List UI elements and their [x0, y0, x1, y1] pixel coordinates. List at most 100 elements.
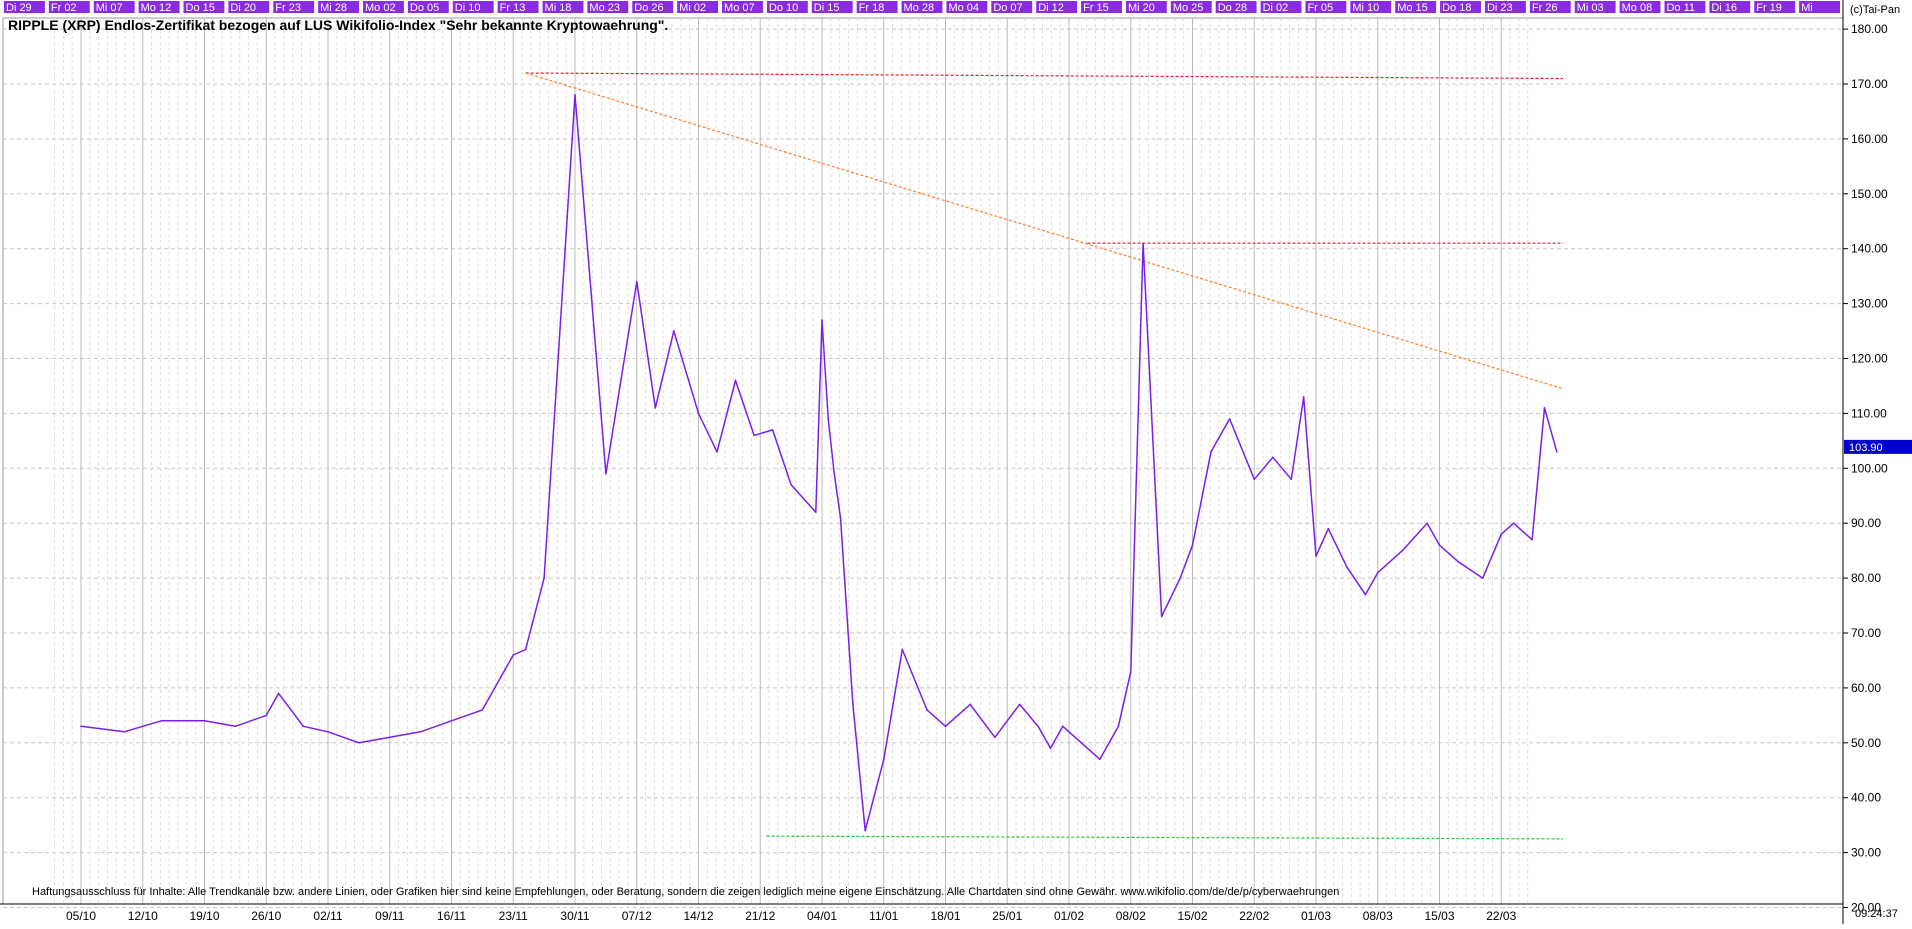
price-point: [926, 709, 928, 711]
x-tick-label: 01/02: [1054, 909, 1084, 923]
price-point: [1049, 747, 1052, 750]
date-tab-label: Mi 18: [545, 2, 572, 14]
price-point: [852, 703, 854, 706]
date-tab-label: Fr 13: [500, 2, 526, 14]
disclaimer-text: Haftungsausschluss für Inhalte: Alle Tre…: [32, 886, 1339, 898]
x-tick-label: 21/12: [745, 909, 775, 923]
x-tick-label: 19/10: [189, 909, 219, 923]
date-tab: [856, 1, 898, 13]
price-point: [302, 725, 305, 728]
y-tick-label: 170.00: [1851, 77, 1888, 91]
x-tick-label: 07/12: [622, 909, 652, 923]
price-point: [790, 483, 792, 486]
date-tab: [1395, 1, 1437, 13]
price-point: [123, 731, 126, 733]
y-tick-label: 120.00: [1851, 352, 1888, 366]
x-tick-label: 14/12: [683, 909, 713, 923]
y-tick-label: 100.00: [1851, 461, 1888, 475]
price-point: [1062, 725, 1064, 728]
date-tab: [1529, 1, 1571, 13]
price-point: [1327, 527, 1330, 530]
price-point: [574, 94, 576, 96]
date-tab: [138, 1, 180, 13]
price-point: [1376, 571, 1379, 574]
last-price-label: 103.90: [1849, 442, 1883, 454]
date-tab-bar: Di 29 Fr 02 Mi 07 Mo 12 Do 15 Di 20 Fr 23 Mi 28…: [4, 1, 1840, 14]
date-tab: [1260, 1, 1302, 13]
price-point: [481, 709, 484, 711]
y-tick-label: 70.00: [1851, 626, 1881, 640]
x-tick-label: 30/11: [560, 909, 589, 923]
date-tab: [677, 1, 719, 13]
price-point: [1179, 577, 1181, 579]
x-tick-label: 23/11: [499, 909, 528, 923]
date-tab-label: Do 11: [1666, 2, 1695, 14]
price-point: [327, 731, 329, 733]
date-tab-label: Di 29: [6, 2, 32, 14]
price-point: [1556, 451, 1558, 453]
date-tab-label: Di 15: [814, 2, 840, 14]
price-point: [635, 280, 638, 283]
price-point: [1457, 560, 1459, 563]
price-point: [994, 736, 996, 739]
x-tick-label: 01/03: [1301, 909, 1331, 923]
price-point: [388, 736, 391, 739]
date-tab: [901, 1, 943, 13]
date-tab-label: Fr 23: [275, 2, 301, 14]
date-tab: [1709, 1, 1751, 13]
date-tab-label: Fr 15: [1083, 2, 1109, 14]
price-point: [1438, 544, 1441, 546]
date-tab-label: Mo 23: [589, 2, 620, 14]
date-tab-label: Mi: [1801, 2, 1813, 14]
price-point: [500, 676, 502, 678]
date-tab-label: Do 07: [993, 2, 1022, 14]
date-tab-label: Di 02: [1263, 2, 1289, 14]
price-point: [419, 731, 422, 733]
date-tab-label: Di 12: [1038, 2, 1064, 14]
date-tab: [1081, 1, 1122, 13]
date-tab: [93, 1, 135, 13]
price-point: [1500, 533, 1503, 535]
date-tab-label: Mo 12: [141, 2, 172, 14]
date-tab: [228, 1, 270, 13]
date-tab-label: Fr 19: [1756, 2, 1782, 14]
price-point: [1271, 456, 1274, 459]
date-tab-label: Mi 02: [679, 2, 706, 14]
price-point: [1426, 522, 1428, 524]
price-point: [716, 451, 718, 453]
date-tab-label: Di 20: [230, 2, 256, 14]
price-point: [512, 654, 515, 656]
date-tab: [1799, 1, 1840, 13]
price-point: [697, 412, 700, 415]
y-tick-label: 80.00: [1851, 571, 1881, 585]
price-point: [234, 725, 237, 728]
date-tab: [1215, 1, 1257, 13]
date-tab: [363, 1, 404, 13]
date-tab-label: Di 23: [1487, 2, 1513, 14]
price-point: [1037, 725, 1039, 728]
date-tab: [407, 1, 449, 13]
price-point: [1253, 478, 1256, 481]
y-tick-label: 160.00: [1851, 132, 1888, 146]
price-point: [1512, 522, 1515, 524]
price-point: [969, 703, 971, 706]
price-point: [827, 418, 829, 420]
price-point: [833, 472, 836, 475]
price-point: [1315, 555, 1317, 557]
date-tab: [48, 1, 90, 13]
date-tab-label: Fr 02: [51, 2, 77, 14]
date-tab: [1619, 1, 1661, 13]
x-tick-label: 25/01: [992, 909, 1022, 923]
y-tick-label: 20.00: [1851, 901, 1881, 915]
copyright-label: (c)Tai-Pan: [1850, 4, 1900, 16]
price-point: [203, 720, 206, 722]
support-line: [766, 835, 1564, 840]
y-tick-label: 150.00: [1851, 187, 1888, 201]
y-tick-label: 40.00: [1851, 791, 1881, 805]
price-point: [80, 725, 82, 728]
date-tab: [766, 1, 808, 13]
